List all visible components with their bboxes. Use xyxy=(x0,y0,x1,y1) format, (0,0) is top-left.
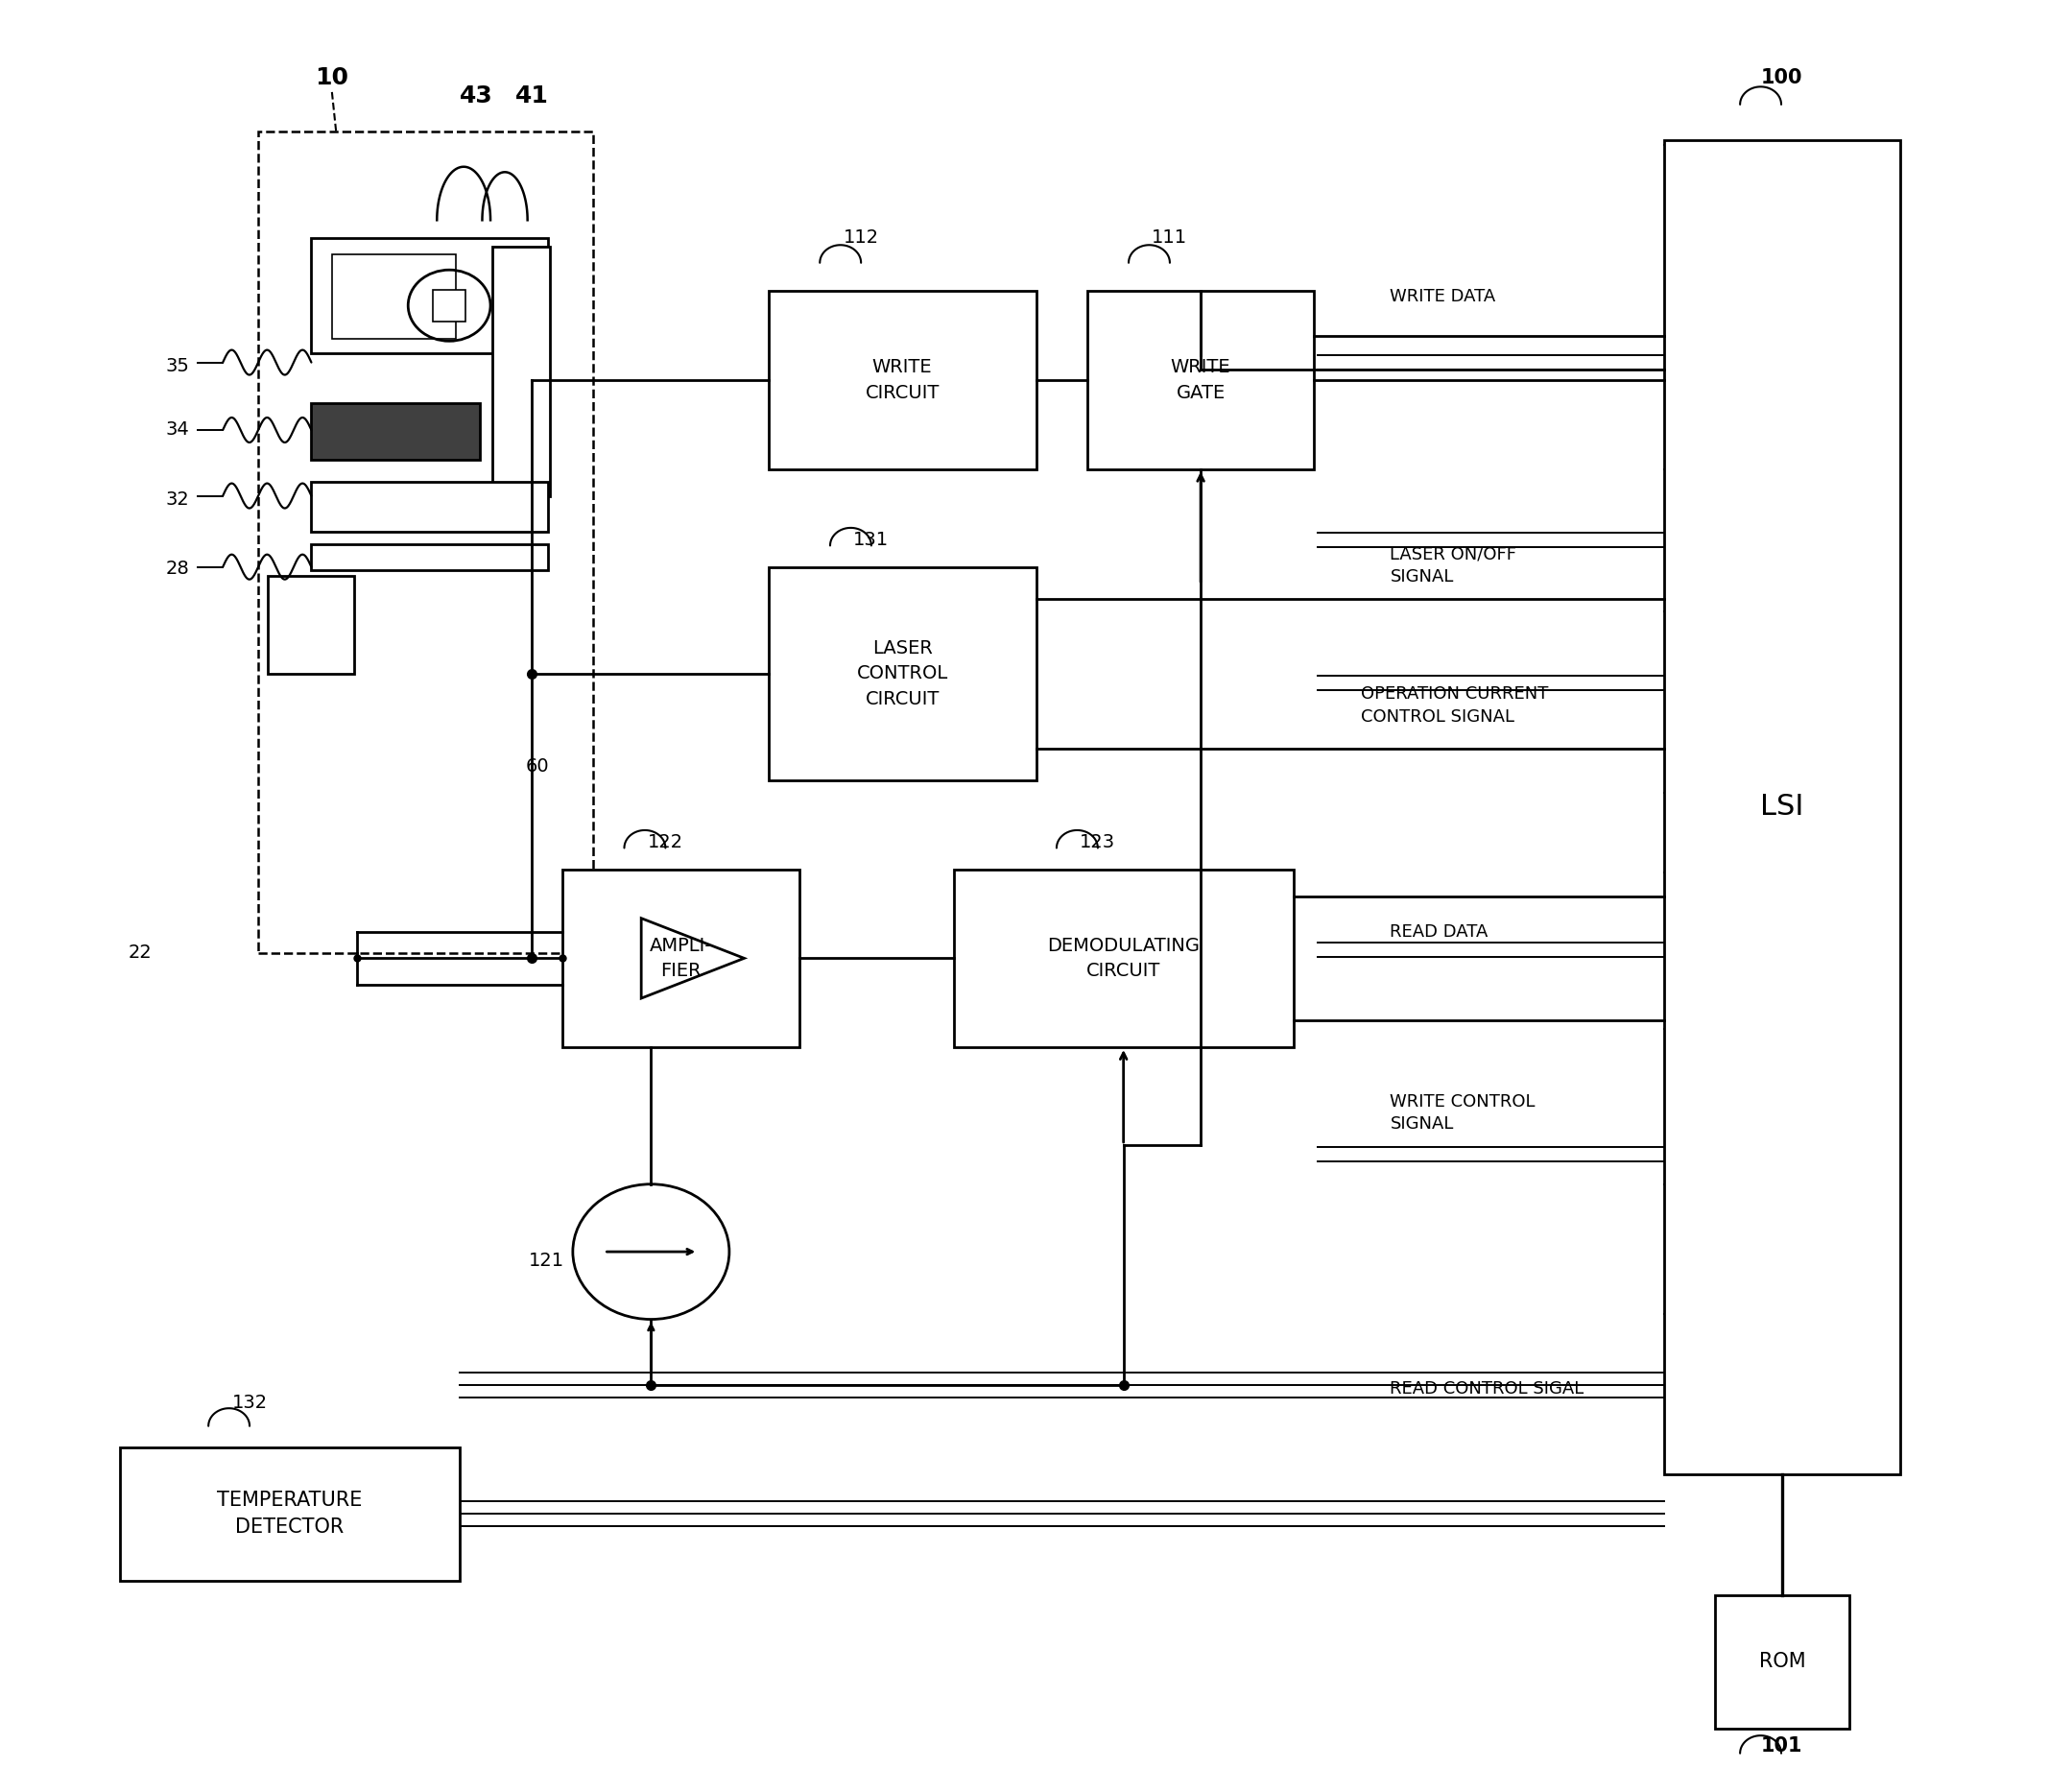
Text: 112: 112 xyxy=(843,229,879,247)
Text: 22: 22 xyxy=(128,944,153,962)
Text: 121: 121 xyxy=(528,1251,564,1271)
Text: WRITE CONTROL
SIGNAL: WRITE CONTROL SIGNAL xyxy=(1390,1093,1535,1133)
Text: 111: 111 xyxy=(1152,229,1187,247)
FancyBboxPatch shape xyxy=(493,247,551,496)
Text: 35: 35 xyxy=(166,357,189,375)
Text: TEMPERATURE
DETECTOR: TEMPERATURE DETECTOR xyxy=(218,1491,363,1538)
Text: 122: 122 xyxy=(649,833,684,851)
FancyBboxPatch shape xyxy=(311,403,481,461)
Text: 132: 132 xyxy=(232,1394,267,1412)
Text: DEMODULATING
CIRCUIT: DEMODULATING CIRCUIT xyxy=(1046,937,1200,980)
FancyBboxPatch shape xyxy=(562,869,800,1047)
Text: 28: 28 xyxy=(166,559,189,577)
Text: 100: 100 xyxy=(1761,68,1803,88)
Text: LASER ON/OFF
SIGNAL: LASER ON/OFF SIGNAL xyxy=(1390,545,1517,586)
FancyBboxPatch shape xyxy=(1664,140,1900,1475)
Text: 131: 131 xyxy=(854,530,889,550)
Text: WRITE DATA: WRITE DATA xyxy=(1390,289,1496,305)
FancyBboxPatch shape xyxy=(769,292,1036,470)
Text: AMPLI‑
FIER: AMPLI‑ FIER xyxy=(649,937,713,980)
Text: 10: 10 xyxy=(315,66,348,90)
Text: 60: 60 xyxy=(526,756,549,776)
Text: OPERATION CURRENT
CONTROL SIGNAL: OPERATION CURRENT CONTROL SIGNAL xyxy=(1361,686,1548,726)
FancyBboxPatch shape xyxy=(953,869,1293,1047)
Text: 34: 34 xyxy=(166,421,189,439)
Text: WRITE
GATE: WRITE GATE xyxy=(1171,358,1231,401)
Text: LSI: LSI xyxy=(1761,794,1805,821)
FancyBboxPatch shape xyxy=(311,543,549,570)
FancyBboxPatch shape xyxy=(769,566,1036,780)
Text: 123: 123 xyxy=(1080,833,1115,851)
FancyBboxPatch shape xyxy=(433,290,466,321)
Text: LASER
CONTROL
CIRCUIT: LASER CONTROL CIRCUIT xyxy=(856,640,947,708)
Text: 41: 41 xyxy=(514,84,549,108)
FancyBboxPatch shape xyxy=(267,575,354,674)
Text: READ DATA: READ DATA xyxy=(1390,923,1488,941)
Text: 101: 101 xyxy=(1761,1736,1803,1756)
Text: WRITE
CIRCUIT: WRITE CIRCUIT xyxy=(864,358,939,401)
FancyBboxPatch shape xyxy=(1716,1595,1848,1729)
FancyBboxPatch shape xyxy=(120,1448,460,1581)
Text: ROM: ROM xyxy=(1759,1652,1805,1672)
Text: READ CONTROL SIGAL: READ CONTROL SIGAL xyxy=(1390,1380,1585,1398)
FancyBboxPatch shape xyxy=(311,482,549,532)
FancyBboxPatch shape xyxy=(332,254,456,339)
FancyBboxPatch shape xyxy=(1088,292,1314,470)
Text: 43: 43 xyxy=(460,84,493,108)
FancyBboxPatch shape xyxy=(311,238,549,353)
Text: 32: 32 xyxy=(166,491,189,509)
